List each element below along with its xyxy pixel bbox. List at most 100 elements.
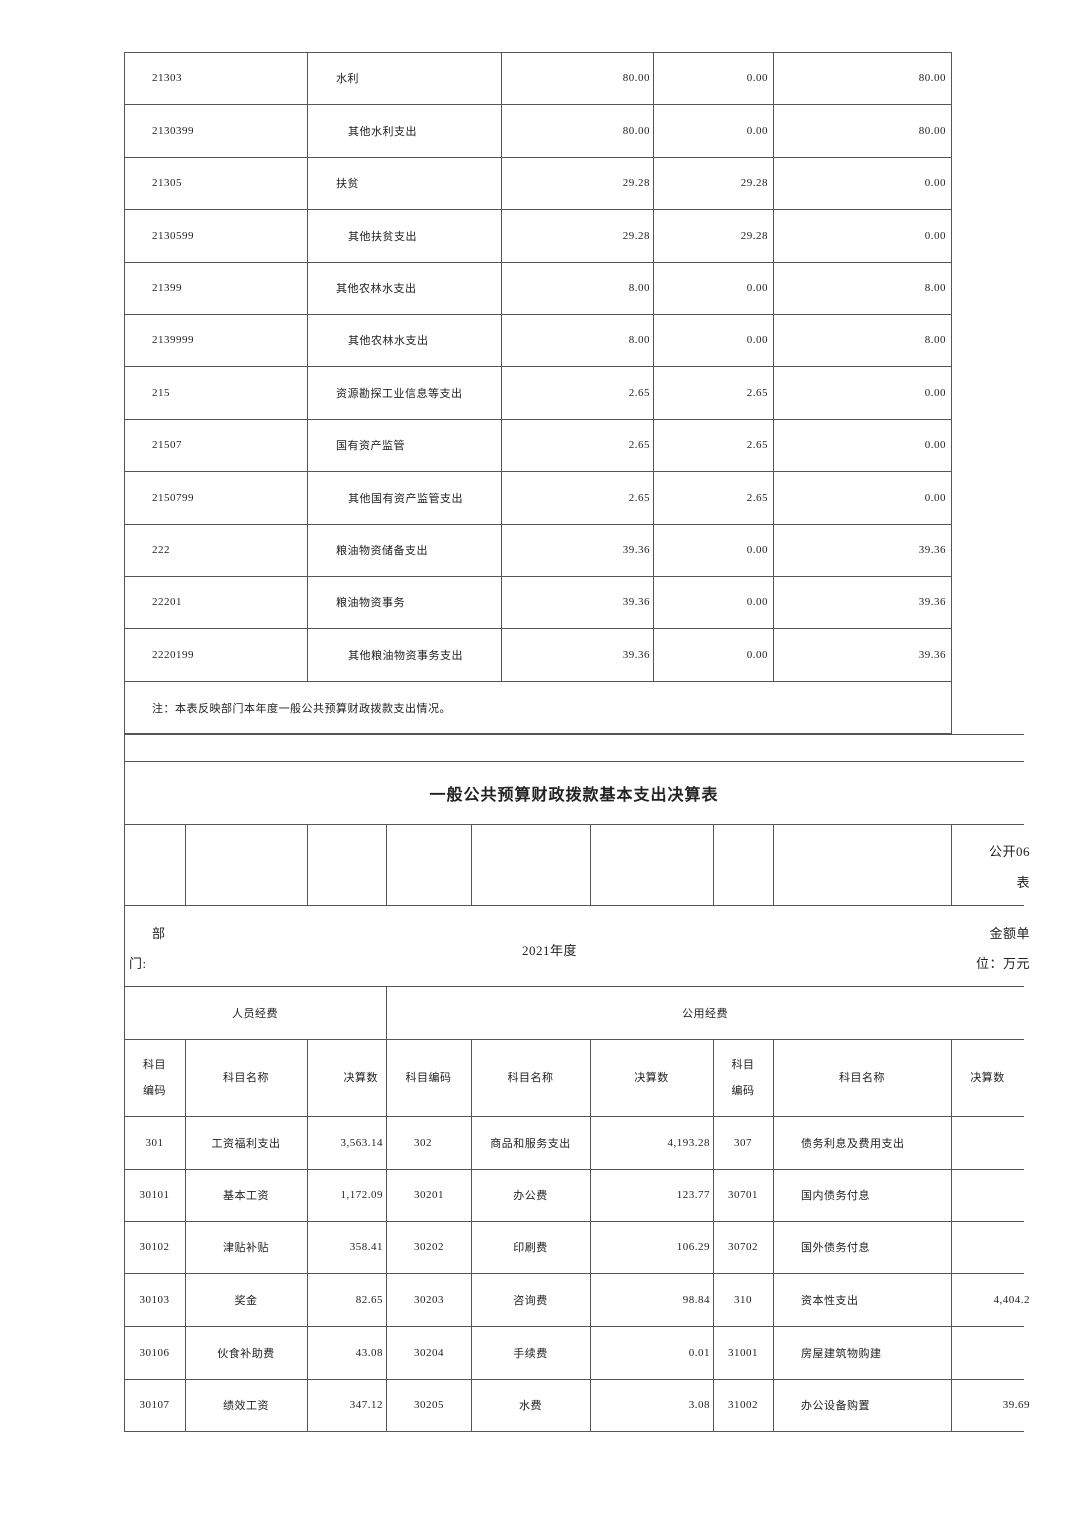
public-name: 商品和服务支出 <box>490 1137 571 1150</box>
row-value-project: 8.00 <box>924 334 946 346</box>
row-value-basic: 0.00 <box>746 124 768 137</box>
grid-line <box>124 209 951 210</box>
grid-line <box>124 1431 1024 1432</box>
public-name: 咨询费 <box>513 1294 548 1307</box>
public-name: 办公费 <box>513 1190 548 1202</box>
amount-unit: 金额单 <box>989 926 1030 941</box>
personnel-code: 30106 <box>139 1346 170 1359</box>
public-name: 水费 <box>519 1400 542 1412</box>
grid-line <box>386 986 387 1039</box>
row-value-project: 0.00 <box>924 491 946 504</box>
grid-line <box>951 824 952 905</box>
column-header: 决算数 <box>970 1071 1005 1084</box>
row-code: 2150799 <box>152 491 194 504</box>
row-value-total: 2.65 <box>628 386 650 399</box>
grid-line <box>124 905 1024 906</box>
column-header: 科目名称 <box>507 1071 554 1084</box>
other-amount: 39.69 <box>1002 1399 1030 1411</box>
public-amount: 0.01 <box>688 1346 710 1359</box>
grid-line <box>590 824 591 905</box>
grid-line <box>185 824 186 905</box>
public-code: 30205 <box>414 1399 444 1411</box>
row-value-total: 80.00 <box>622 124 650 137</box>
personnel-code: 30101 <box>139 1189 170 1201</box>
grid-line <box>471 1039 472 1431</box>
other-amount <box>951 1326 1030 1379</box>
other-amount <box>951 1221 1030 1273</box>
public-amount: 123.77 <box>676 1189 710 1201</box>
row-name: 水利 <box>336 73 359 85</box>
grid-line <box>124 1116 1024 1117</box>
other-amount <box>951 1116 1030 1169</box>
row-value-project: 0.00 <box>924 386 946 399</box>
amount-unit-cont: 位：万元 <box>975 956 1030 971</box>
row-value-project: 0.00 <box>924 229 946 242</box>
personnel-name: 绩效工资 <box>223 1400 269 1412</box>
row-name: 其他农林水支出 <box>336 283 417 295</box>
group-header-public: 公用经费 <box>682 1007 728 1020</box>
personnel-name: 工资福利支出 <box>211 1137 281 1150</box>
grid-line <box>501 52 502 681</box>
table-number: 公开06 <box>988 843 1030 859</box>
department-label-cont: 门: <box>129 956 147 971</box>
other-name: 国内债务付息 <box>801 1190 870 1202</box>
row-name: 资源勘探工业信息等支出 <box>336 387 463 400</box>
other-code: 31002 <box>728 1399 758 1411</box>
row-code: 2139999 <box>152 334 194 346</box>
grid-line <box>124 366 951 367</box>
row-name: 粮油物资储备支出 <box>336 545 428 557</box>
column-header: 科目名称 <box>839 1071 885 1084</box>
grid-line <box>773 52 774 681</box>
personnel-code: 30107 <box>139 1399 170 1411</box>
grid-line <box>307 52 308 681</box>
row-value-project: 0.00 <box>924 177 946 189</box>
row-value-basic: 29.28 <box>740 177 768 189</box>
personnel-amount: 43.08 <box>355 1346 383 1359</box>
group-header-personnel: 人员经费 <box>232 1007 278 1020</box>
grid-line <box>307 1039 308 1431</box>
other-code: 310 <box>734 1293 752 1306</box>
row-code: 222 <box>152 544 170 556</box>
grid-line <box>124 1039 1024 1040</box>
row-code: 21399 <box>152 282 182 294</box>
personnel-code: 301 <box>145 1136 164 1149</box>
grid-line <box>124 628 951 629</box>
other-code: 30702 <box>728 1241 758 1253</box>
row-value-total: 2.65 <box>628 439 650 451</box>
grid-line <box>307 824 308 905</box>
column-header: 科目 编码 <box>731 1058 755 1097</box>
row-code: 21305 <box>152 177 182 189</box>
grid-line <box>713 1039 714 1431</box>
department-label: 部 <box>152 926 166 941</box>
public-code: 30204 <box>414 1346 444 1359</box>
other-amount <box>951 1169 1030 1221</box>
grid-line <box>590 1039 591 1431</box>
row-value-total: 29.28 <box>622 177 650 189</box>
public-amount: 106.29 <box>676 1241 710 1253</box>
row-value-total: 29.28 <box>622 229 650 242</box>
row-code: 215 <box>152 386 170 399</box>
row-value-total: 39.36 <box>622 544 650 556</box>
grid-line <box>124 419 951 420</box>
row-name: 其他国有资产监管支出 <box>348 492 463 505</box>
public-amount: 4,193.28 <box>667 1136 710 1149</box>
grid-line <box>951 1039 952 1431</box>
row-code: 2130399 <box>152 124 194 137</box>
public-amount: 3.08 <box>688 1399 710 1411</box>
personnel-amount: 3,563.14 <box>340 1136 383 1149</box>
other-code: 31001 <box>728 1346 758 1359</box>
other-name: 债务利息及费用支出 <box>801 1137 905 1150</box>
other-name: 办公设备购置 <box>801 1400 870 1412</box>
other-name: 资本性支出 <box>801 1294 859 1307</box>
other-code: 30701 <box>728 1189 758 1201</box>
row-value-total: 39.36 <box>622 648 650 661</box>
personnel-code: 30102 <box>139 1241 170 1253</box>
row-value-basic: 2.65 <box>746 386 768 399</box>
grid-line <box>124 157 951 158</box>
other-amount: 4,404.2 <box>993 1293 1030 1306</box>
table-title: 一般公共预算财政拨款基本支出决算表 <box>429 784 719 804</box>
row-value-basic: 0.00 <box>746 72 768 84</box>
personnel-name: 伙食补助费 <box>217 1347 275 1360</box>
grid-line <box>471 824 472 905</box>
